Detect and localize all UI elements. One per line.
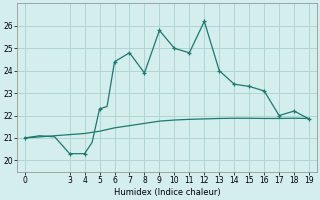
X-axis label: Humidex (Indice chaleur): Humidex (Indice chaleur) bbox=[114, 188, 220, 197]
